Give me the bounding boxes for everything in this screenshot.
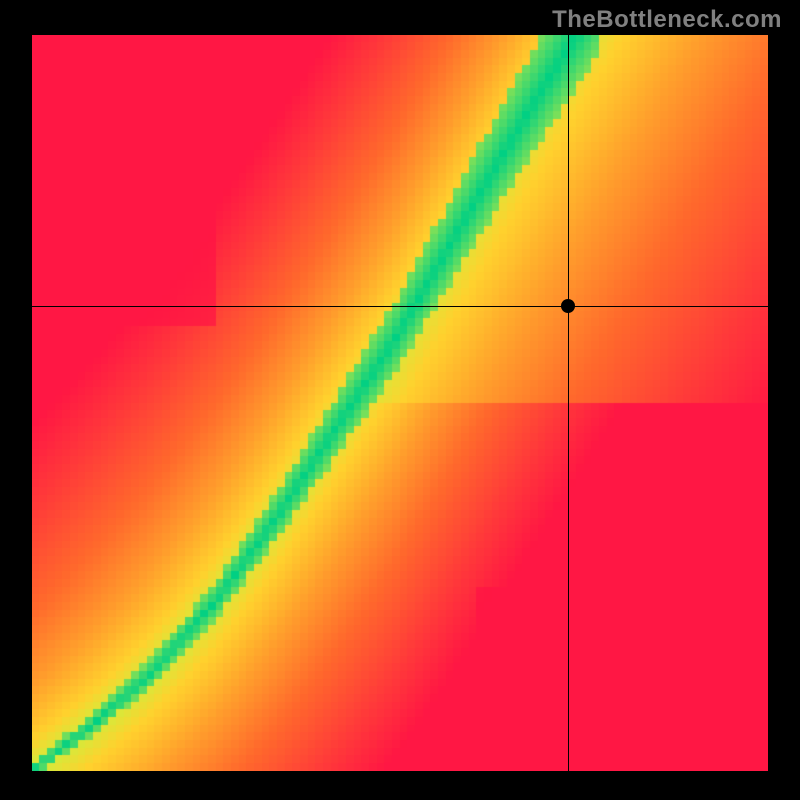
plot-area xyxy=(32,35,768,771)
crosshair-horizontal xyxy=(32,306,768,307)
marker-dot xyxy=(561,299,575,313)
heatmap-canvas xyxy=(32,35,768,771)
watermark-text: TheBottleneck.com xyxy=(552,6,782,34)
chart-frame: TheBottleneck.com xyxy=(0,0,800,800)
crosshair-vertical xyxy=(568,35,569,771)
